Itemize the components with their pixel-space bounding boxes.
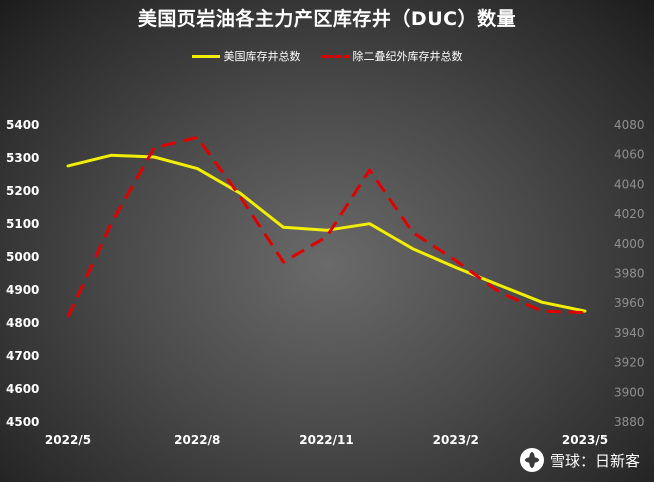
y-left-tick-label: 5000 — [6, 250, 39, 264]
watermark: 雪球：日新客 — [519, 448, 640, 472]
x-tick-label: 2023/5 — [562, 433, 608, 447]
y-left-tick-label: 4700 — [6, 349, 39, 363]
y-left-tick-label: 4500 — [6, 415, 39, 429]
y-left-tick-label: 4800 — [6, 316, 39, 330]
legend-swatch-dashed — [320, 54, 349, 58]
legend-item-us-total: 美国库存井总数 — [191, 48, 301, 64]
y-right-tick-label: 3900 — [614, 385, 645, 399]
y-left-tick-label: 5200 — [6, 184, 39, 198]
y-right-tick-label: 4080 — [614, 118, 645, 132]
x-axis: 2022/5 2022/8 2022/11 2023/2 2023/5 — [45, 433, 608, 447]
y-right-tick-label: 3980 — [614, 267, 645, 281]
y-left-tick-label: 4900 — [6, 283, 39, 297]
y-left-tick-label: 5300 — [6, 151, 39, 165]
series-line-us-total — [66, 153, 587, 313]
legend-swatch-solid — [191, 54, 220, 58]
legend-label-ex-permian: 除二叠纪外库存井总数 — [352, 50, 463, 63]
y-right-tick-label: 4020 — [614, 207, 645, 221]
y-right-tick-label: 4000 — [614, 237, 645, 251]
left-axis: 4500 4600 4700 4800 4900 5000 5100 5200 5300 5400 — [6, 118, 39, 429]
legend-label-us-total: 美国库存井总数 — [223, 50, 301, 63]
y-right-tick-label: 3940 — [614, 326, 645, 340]
series-layer — [66, 135, 587, 318]
y-left-tick-label: 5400 — [6, 118, 39, 132]
y-left-tick-label: 5100 — [6, 217, 39, 231]
x-tick-label: 2022/5 — [45, 433, 91, 447]
y-right-tick-label: 3960 — [614, 296, 645, 310]
x-tick-label: 2022/8 — [174, 433, 220, 447]
series-line-ex-permian — [66, 135, 586, 318]
y-left-tick-label: 4600 — [6, 382, 39, 396]
chart-title: 美国页岩油各主力产区库存井（DUC）数量 — [137, 8, 517, 30]
snowball-logo-icon — [519, 448, 544, 472]
y-right-tick-label: 3920 — [614, 356, 645, 370]
legend-item-ex-permian: 除二叠纪外库存井总数 — [320, 48, 463, 64]
legend: 美国库存井总数 除二叠纪外库存井总数 — [0, 48, 654, 64]
y-right-tick-label: 4040 — [614, 177, 645, 191]
right-axis: 3880 3900 3920 3940 3960 3980 4000 4020 4040 4060… — [614, 118, 645, 429]
y-right-tick-label: 4060 — [614, 148, 645, 162]
x-tick-label: 2022/11 — [299, 433, 353, 447]
x-tick-label: 2023/2 — [433, 433, 479, 447]
y-right-tick-label: 3880 — [614, 415, 645, 429]
watermark-text: 雪球：日新客 — [549, 451, 640, 470]
